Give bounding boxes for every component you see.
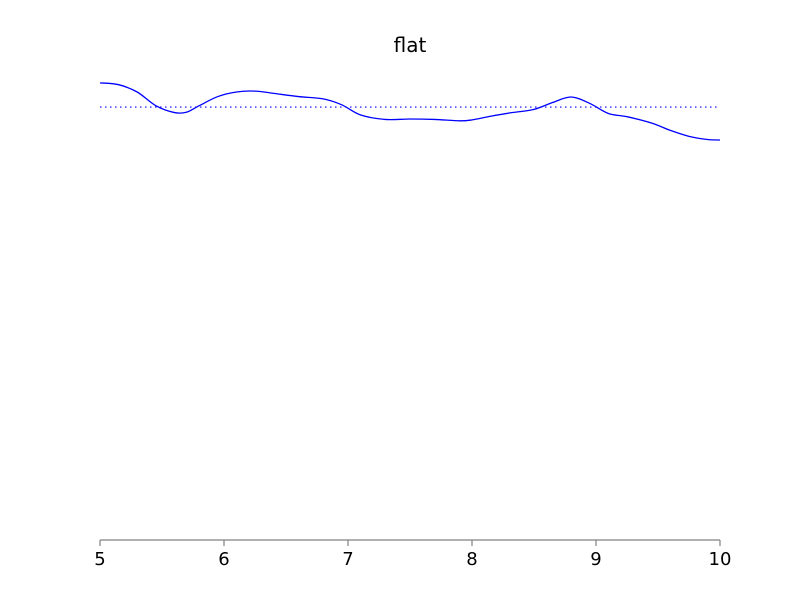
x-tick-label: 6 (218, 549, 229, 570)
chart-title: flat (394, 33, 427, 57)
x-tick-label: 7 (342, 549, 353, 570)
x-axis: 5 6 7 8 9 10 (94, 539, 732, 570)
x-tick-label: 8 (466, 549, 477, 570)
series-layer (99, 82, 721, 141)
series-line (99, 82, 721, 141)
x-tick-label: 9 (590, 549, 601, 570)
x-tick-label: 10 (709, 549, 732, 570)
x-tick-label: 5 (94, 549, 105, 570)
